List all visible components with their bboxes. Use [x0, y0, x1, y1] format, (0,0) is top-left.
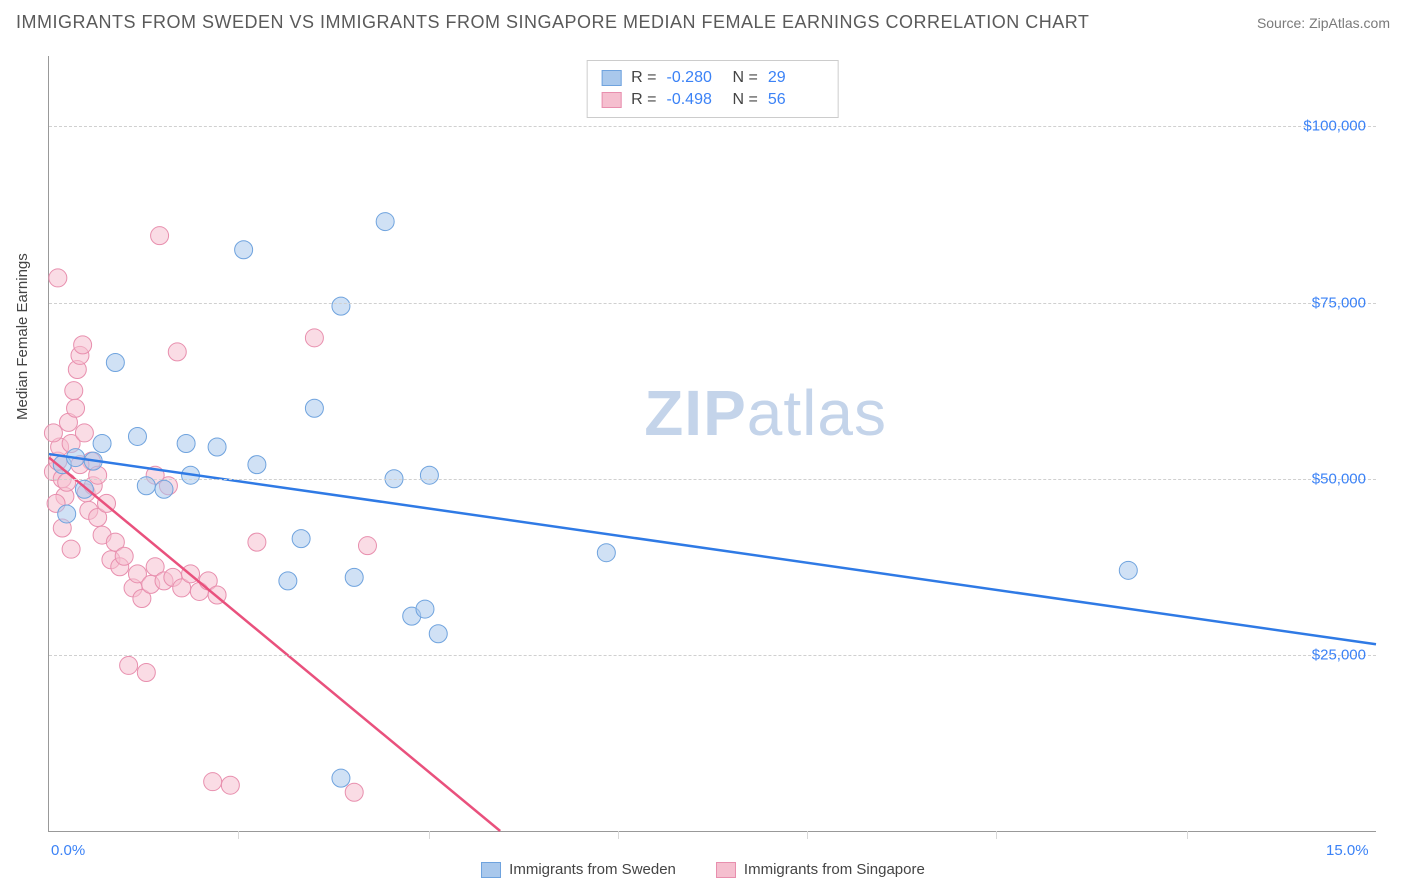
swatch-sweden	[601, 70, 621, 86]
chart-plot-area: ZIPatlas R = -0.280 N = 29 R = -0.498 N …	[48, 56, 1376, 832]
y-axis-label: Median Female Earnings	[14, 253, 31, 420]
bottom-legend: Immigrants from Sweden Immigrants from S…	[0, 861, 1406, 878]
source-name: ZipAtlas.com	[1309, 15, 1390, 31]
stats-row-sweden: R = -0.280 N = 29	[601, 67, 824, 89]
legend-swatch-singapore	[716, 862, 736, 878]
y-tick-label: $75,000	[1312, 294, 1366, 311]
source-label: Source:	[1257, 15, 1309, 31]
r-value-singapore: -0.498	[667, 91, 723, 109]
y-tick-label: $50,000	[1312, 470, 1366, 487]
r-label: R =	[631, 91, 656, 109]
swatch-singapore	[601, 92, 621, 108]
x-tick-label: 0.0%	[51, 842, 85, 859]
y-tick-label: $25,000	[1312, 646, 1366, 663]
r-value-sweden: -0.280	[667, 69, 723, 87]
scatter-plot-svg	[49, 56, 1376, 831]
correlation-stats-box: R = -0.280 N = 29 R = -0.498 N = 56	[586, 60, 839, 118]
n-label: N =	[733, 91, 758, 109]
n-value-sweden: 29	[768, 69, 824, 87]
legend-item-singapore: Immigrants from Singapore	[716, 861, 925, 878]
n-label: N =	[733, 69, 758, 87]
chart-title: IMMIGRANTS FROM SWEDEN VS IMMIGRANTS FRO…	[16, 12, 1089, 33]
title-bar: IMMIGRANTS FROM SWEDEN VS IMMIGRANTS FRO…	[0, 0, 1406, 41]
n-value-singapore: 56	[768, 91, 824, 109]
source-attribution: Source: ZipAtlas.com	[1257, 15, 1390, 31]
x-tick-label: 15.0%	[1326, 842, 1369, 859]
legend-swatch-sweden	[481, 862, 501, 878]
legend-label-sweden: Immigrants from Sweden	[509, 861, 676, 878]
r-label: R =	[631, 69, 656, 87]
legend-label-singapore: Immigrants from Singapore	[744, 861, 925, 878]
stats-row-singapore: R = -0.498 N = 56	[601, 89, 824, 111]
y-tick-label: $100,000	[1303, 118, 1366, 135]
legend-item-sweden: Immigrants from Sweden	[481, 861, 676, 878]
